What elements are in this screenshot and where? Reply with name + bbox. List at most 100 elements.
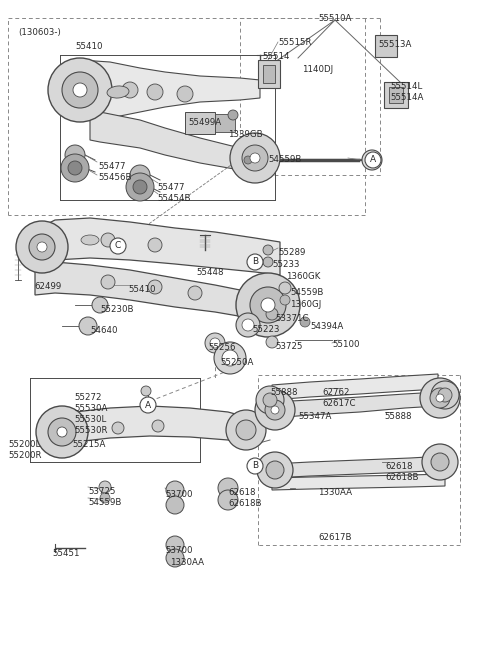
Text: 55250A: 55250A — [220, 358, 253, 367]
Circle shape — [140, 397, 156, 413]
Circle shape — [247, 458, 263, 474]
Text: 55888: 55888 — [270, 388, 298, 397]
Text: B: B — [252, 257, 258, 266]
Text: 55513A: 55513A — [378, 40, 411, 49]
Text: B: B — [252, 461, 258, 470]
Text: 54394A: 54394A — [310, 322, 343, 331]
Circle shape — [99, 481, 111, 493]
Ellipse shape — [107, 86, 129, 98]
Circle shape — [236, 420, 256, 440]
Circle shape — [166, 481, 184, 499]
Circle shape — [256, 386, 284, 414]
Circle shape — [48, 418, 76, 446]
Circle shape — [101, 233, 115, 247]
Circle shape — [255, 390, 295, 430]
Circle shape — [244, 156, 252, 164]
Text: 55477: 55477 — [98, 162, 125, 171]
Text: 53725: 53725 — [88, 487, 116, 496]
Circle shape — [222, 350, 238, 366]
Bar — [375, 35, 397, 57]
Text: 1140DJ: 1140DJ — [302, 65, 333, 74]
Text: 55200R: 55200R — [8, 451, 41, 460]
Text: 62762: 62762 — [322, 388, 349, 397]
Bar — [215, 114, 235, 132]
Circle shape — [250, 287, 286, 323]
Circle shape — [188, 286, 202, 300]
Text: 53700: 53700 — [165, 490, 192, 499]
Circle shape — [177, 86, 193, 102]
Circle shape — [279, 282, 291, 294]
Circle shape — [147, 84, 163, 100]
Text: 55499A: 55499A — [188, 118, 221, 127]
Circle shape — [16, 221, 68, 273]
Text: 55456B: 55456B — [98, 173, 132, 182]
Text: 55514: 55514 — [262, 52, 289, 61]
Circle shape — [271, 406, 279, 414]
Circle shape — [148, 238, 162, 252]
Text: 62618B: 62618B — [228, 499, 262, 508]
Circle shape — [73, 83, 87, 97]
Circle shape — [365, 152, 381, 168]
Circle shape — [266, 336, 278, 348]
Text: 53371C: 53371C — [275, 314, 309, 323]
Text: 55454B: 55454B — [157, 194, 191, 203]
Text: 54559B: 54559B — [290, 288, 324, 297]
Circle shape — [130, 165, 150, 185]
Circle shape — [367, 155, 377, 165]
Circle shape — [100, 493, 110, 503]
Text: 55272: 55272 — [74, 393, 101, 402]
Text: 1330AA: 1330AA — [318, 488, 352, 497]
Text: 55289: 55289 — [278, 248, 305, 257]
Text: 55223: 55223 — [252, 325, 279, 334]
Text: 55448: 55448 — [196, 268, 224, 277]
Circle shape — [68, 161, 82, 175]
Text: 55100: 55100 — [332, 340, 360, 349]
Text: 55510A: 55510A — [318, 14, 351, 23]
Circle shape — [126, 173, 154, 201]
Text: 53725: 53725 — [275, 342, 302, 351]
Text: 55530R: 55530R — [74, 426, 108, 435]
Circle shape — [265, 400, 285, 420]
Circle shape — [266, 461, 284, 479]
Circle shape — [263, 245, 273, 255]
Text: 55230B: 55230B — [100, 305, 133, 314]
Circle shape — [48, 58, 112, 122]
Text: 1360GJ: 1360GJ — [290, 300, 321, 309]
Circle shape — [205, 333, 225, 353]
Polygon shape — [55, 406, 250, 448]
Circle shape — [226, 410, 266, 450]
Text: 55410: 55410 — [75, 42, 103, 51]
Text: (130603-): (130603-) — [18, 28, 61, 37]
Circle shape — [228, 110, 238, 120]
Text: 62617B: 62617B — [318, 533, 351, 542]
Circle shape — [141, 386, 151, 396]
Text: 1339GB: 1339GB — [228, 130, 263, 139]
Circle shape — [152, 420, 164, 432]
Circle shape — [236, 273, 300, 337]
Circle shape — [166, 536, 184, 554]
Text: 1360GK: 1360GK — [286, 272, 320, 281]
Polygon shape — [62, 60, 260, 120]
Text: A: A — [145, 401, 151, 409]
Text: 55530L: 55530L — [74, 415, 106, 424]
Text: 55514L: 55514L — [390, 82, 422, 91]
Text: 55410: 55410 — [128, 285, 156, 294]
Circle shape — [61, 154, 89, 182]
Text: 55233: 55233 — [272, 260, 300, 269]
Text: 55888: 55888 — [384, 412, 411, 421]
Circle shape — [166, 496, 184, 514]
Circle shape — [57, 427, 67, 437]
Text: 55347A: 55347A — [298, 412, 331, 421]
Circle shape — [242, 145, 268, 171]
Circle shape — [166, 549, 184, 567]
Circle shape — [236, 313, 260, 337]
Circle shape — [422, 444, 458, 480]
Circle shape — [230, 133, 280, 183]
Circle shape — [263, 257, 273, 267]
Text: 55256: 55256 — [208, 343, 236, 352]
Ellipse shape — [81, 235, 99, 245]
Bar — [384, 82, 408, 108]
Text: 55215A: 55215A — [72, 440, 106, 449]
Circle shape — [436, 394, 444, 402]
Circle shape — [133, 180, 147, 194]
